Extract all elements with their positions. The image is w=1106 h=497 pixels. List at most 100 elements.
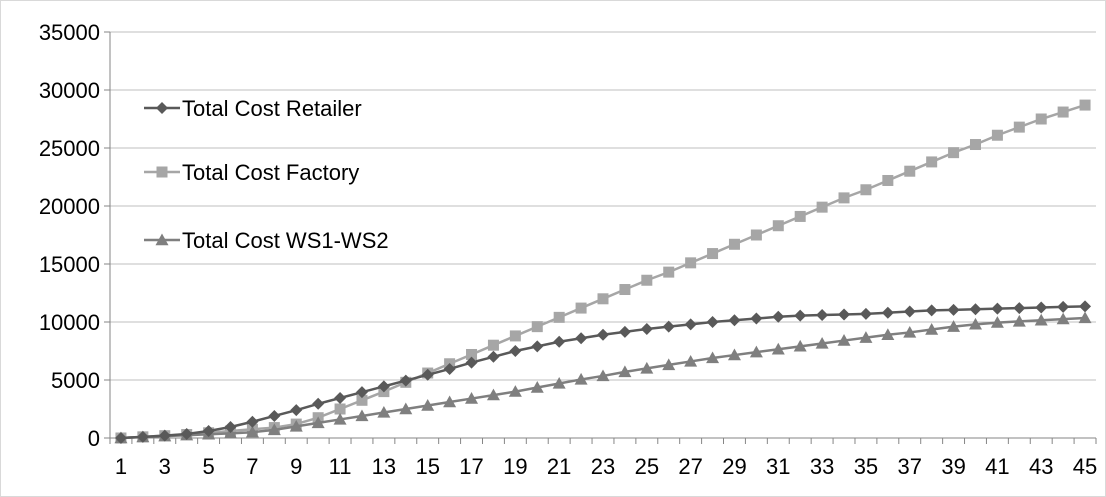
series-group — [114, 99, 1092, 444]
data-point-total-cost-ws1-ws2 — [837, 334, 851, 346]
data-point-total-cost-factory — [904, 165, 916, 177]
data-point-total-cost-ws1-ws2 — [574, 372, 588, 385]
x-axis-tick-labels: 1 3 5 7 9 11 13 15 17 19 21 23 25 27 29 31 33 35 37 39 41 43 4… — [115, 454, 1097, 479]
data-point-total-cost-retailer — [1013, 302, 1026, 315]
data-point-total-cost-ws1-ws2 — [596, 369, 610, 382]
data-point-total-cost-factory — [794, 210, 806, 222]
data-point-total-cost-factory — [948, 147, 960, 159]
data-point-total-cost-retailer — [355, 386, 368, 399]
legend-label: Total Cost WS1-WS2 — [182, 228, 389, 253]
data-point-total-cost-ws1-ws2 — [508, 385, 522, 397]
data-point-total-cost-ws1-ws2 — [267, 423, 281, 436]
data-point-total-cost-retailer — [618, 325, 631, 338]
data-point-total-cost-factory — [1079, 99, 1091, 111]
data-point-total-cost-retailer — [903, 305, 916, 318]
y-tick-label: 10000 — [39, 310, 100, 335]
legend-swatch-marker — [156, 102, 168, 114]
data-point-total-cost-retailer — [334, 391, 347, 404]
data-point-total-cost-ws1-ws2 — [399, 402, 413, 415]
data-point-total-cost-retailer — [969, 303, 982, 316]
data-point-total-cost-ws1-ws2 — [968, 317, 982, 330]
data-point-total-cost-factory — [816, 201, 828, 213]
data-point-total-cost-factory — [838, 192, 850, 204]
data-point-total-cost-retailer — [377, 380, 390, 393]
legend-item-total-cost-ws1-ws2: Total Cost WS1-WS2 — [144, 228, 389, 253]
legend-item-total-cost-retailer: Total Cost Retailer — [144, 96, 362, 121]
data-point-total-cost-ws1-ws2 — [421, 399, 435, 411]
x-tick-label: 25 — [635, 454, 659, 479]
x-tick-label: 33 — [810, 454, 834, 479]
data-point-total-cost-ws1-ws2 — [727, 348, 741, 361]
data-point-total-cost-ws1-ws2 — [530, 381, 544, 393]
data-point-total-cost-factory — [772, 220, 784, 232]
series-total-cost-ws1-ws2 — [114, 311, 1092, 444]
data-point-total-cost-ws1-ws2 — [311, 416, 325, 429]
x-tick-label: 3 — [159, 454, 171, 479]
data-point-total-cost-retailer — [158, 429, 171, 442]
x-tick-label: 19 — [503, 454, 527, 479]
x-tick-label: 13 — [372, 454, 396, 479]
data-point-total-cost-retailer — [662, 320, 675, 333]
data-point-total-cost-retailer — [509, 345, 522, 357]
data-point-total-cost-ws1-ws2 — [443, 395, 457, 408]
x-tick-label: 5 — [202, 454, 214, 479]
data-point-total-cost-retailer — [290, 404, 303, 417]
axes — [109, 32, 1097, 444]
data-point-total-cost-retailer — [202, 425, 215, 438]
data-point-total-cost-factory — [597, 293, 609, 305]
x-tick-label: 43 — [1029, 454, 1053, 479]
data-point-total-cost-retailer — [268, 409, 281, 422]
data-point-total-cost-retailer — [224, 420, 237, 433]
x-tick-label: 21 — [547, 454, 571, 479]
data-point-total-cost-ws1-ws2 — [1078, 311, 1092, 324]
x-tick-label: 39 — [941, 454, 965, 479]
data-point-total-cost-ws1-ws2 — [333, 412, 347, 425]
data-point-total-cost-retailer — [1035, 301, 1048, 314]
data-point-total-cost-ws1-ws2 — [947, 320, 961, 332]
data-point-total-cost-factory — [531, 321, 543, 333]
data-point-total-cost-retailer — [575, 332, 588, 345]
y-tick-label: 0 — [88, 426, 100, 451]
data-point-total-cost-ws1-ws2 — [662, 358, 676, 371]
data-point-total-cost-retailer — [246, 415, 259, 428]
data-point-total-cost-ws1-ws2 — [640, 361, 654, 374]
data-point-total-cost-factory — [487, 339, 499, 351]
y-tick-label: 5000 — [51, 368, 100, 393]
legend-swatch-marker — [156, 166, 168, 178]
data-point-total-cost-ws1-ws2 — [377, 405, 391, 418]
data-point-total-cost-retailer — [947, 303, 960, 316]
x-tick-label: 29 — [722, 454, 746, 479]
data-point-total-cost-ws1-ws2 — [749, 345, 763, 358]
data-point-total-cost-retailer — [772, 310, 785, 323]
data-point-total-cost-retailer — [114, 432, 127, 444]
data-point-total-cost-factory — [685, 257, 697, 269]
data-point-total-cost-retailer — [399, 374, 412, 387]
legend-label: Total Cost Retailer — [182, 96, 362, 121]
data-point-total-cost-retailer — [838, 308, 851, 321]
legend-label: Total Cost Factory — [182, 160, 359, 185]
x-tick-label: 9 — [290, 454, 302, 479]
data-point-total-cost-ws1-ws2 — [1012, 314, 1026, 327]
data-point-total-cost-ws1-ws2 — [355, 409, 369, 422]
data-point-total-cost-ws1-ws2 — [684, 354, 698, 367]
data-point-total-cost-factory — [1035, 113, 1047, 125]
data-point-total-cost-factory — [969, 139, 981, 151]
legend-item-total-cost-factory: Total Cost Factory — [144, 160, 359, 185]
x-tick-label: 17 — [459, 454, 483, 479]
data-point-total-cost-retailer — [465, 356, 478, 369]
x-tick-label: 11 — [329, 454, 352, 479]
data-point-total-cost-retailer — [180, 427, 193, 440]
x-tick-label: 41 — [985, 454, 1009, 479]
x-tick-label: 45 — [1073, 454, 1097, 479]
data-point-total-cost-retailer — [597, 328, 609, 341]
data-point-total-cost-factory — [356, 394, 368, 406]
x-tick-label: 35 — [854, 454, 878, 479]
data-point-total-cost-retailer — [881, 306, 894, 319]
y-tick-label: 15000 — [39, 252, 100, 277]
y-tick-label: 35000 — [39, 20, 100, 45]
data-point-total-cost-retailer — [684, 318, 697, 331]
data-point-total-cost-factory — [882, 174, 894, 186]
data-point-total-cost-retailer — [1079, 300, 1092, 313]
data-point-total-cost-retailer — [816, 309, 829, 322]
